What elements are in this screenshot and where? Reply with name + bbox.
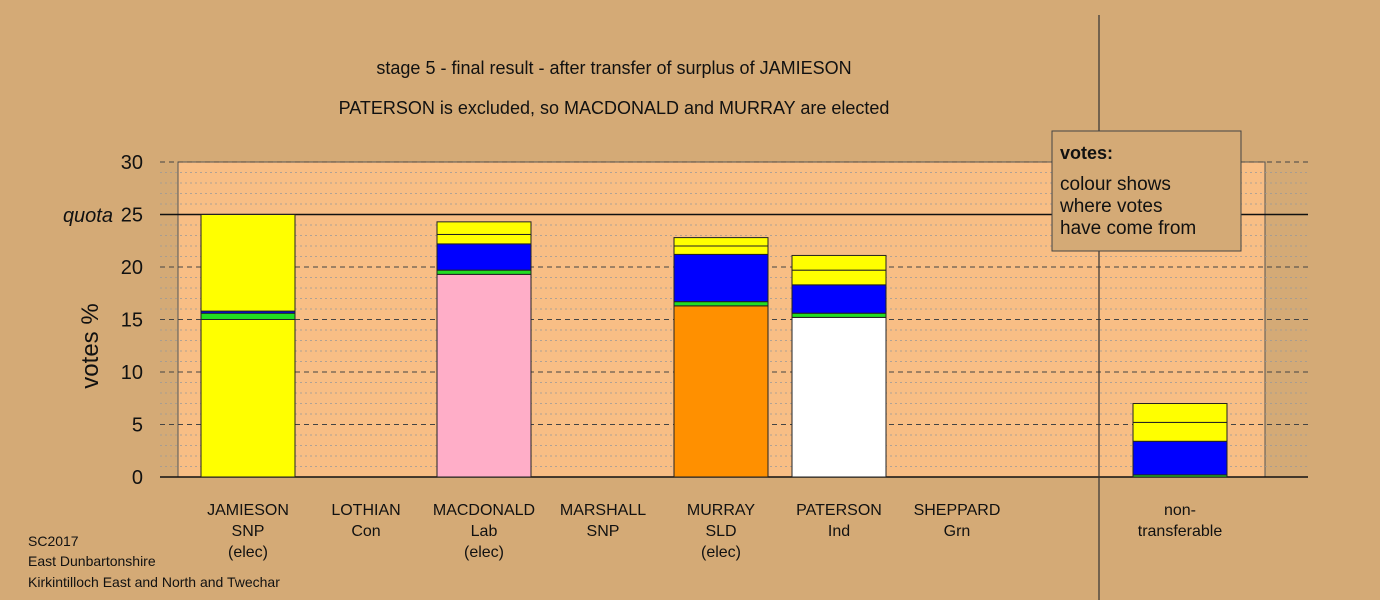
x-tick-label: SNP [232,523,265,540]
bar-macdonald [436,221,532,478]
chart-title: stage 5 - final result - after transfer … [376,58,851,78]
legend-box [1051,130,1242,252]
quota-label: quota [63,205,113,227]
x-tick-label: SHEPPARD [914,502,1001,519]
bars [200,214,1228,478]
bar-segment-snp [436,233,532,245]
bar-segment-ind [791,316,887,478]
bar-segment-sld [673,305,769,478]
y-tick-labels: 0 5 10 15 20 25 30 [121,152,143,489]
bar-non [1132,403,1228,478]
footer-line: SC2017 [28,533,79,549]
footer-line: East Dunbartonshire [28,553,156,569]
x-tick-label: MACDONALD [433,502,535,519]
bar-segment-snp [673,237,769,247]
x-tick-label: non- [1164,502,1196,519]
y-tick-label: 15 [121,310,143,332]
legend-line: where votes [1059,196,1162,217]
bar-murray [673,237,769,478]
bar-segment-grn [673,301,769,307]
x-tick-label: JAMIESON [207,502,289,519]
x-tick-labels: JAMIESON SNP (elec) LOTHIAN Con MACDONALD Lab (… [207,502,1222,561]
x-tick-label: SNP [587,523,620,540]
legend-title: votes: [1060,143,1113,163]
y-tick-label: 5 [132,415,143,437]
footer-line: Kirkintilloch East and North and Twechar [28,574,280,590]
legend-line: colour shows [1060,174,1171,195]
bar-segment-snp [436,221,532,235]
bar-jamieson [200,214,296,478]
bar-segment-con [1132,440,1228,476]
bar-segment-snp [791,254,887,271]
bar-segment-snp [1132,403,1228,423]
x-tick-label: PATERSON [796,502,882,519]
x-tick-label: (elec) [228,544,268,561]
y-tick-label: 10 [121,362,143,384]
x-tick-label: MARSHALL [560,502,646,519]
x-tick-label: Lab [471,523,498,540]
bar-segment-snp [673,245,769,255]
y-tick-label: 25 [121,205,143,227]
x-tick-label: (elec) [464,544,504,561]
bar-segment-snp [200,214,296,312]
x-tick-label: SLD [705,523,736,540]
y-tick-label: 0 [132,467,143,489]
bar-segment-grn [436,269,532,275]
y-tick-label: 30 [121,152,143,174]
footer: SC2017 East Dunbartonshire Kirkintilloch… [28,533,280,590]
bar-segment-lab [436,273,532,478]
bar-segment-con [673,253,769,303]
legend: votes: colour shows where votes have com… [1051,130,1242,252]
x-tick-label: MURRAY [687,502,755,519]
x-tick-label: Grn [944,523,971,540]
bar-segment-snp [1132,421,1228,442]
x-tick-label: Con [351,523,380,540]
x-tick-label: LOTHIAN [331,502,400,519]
x-tick-label: Ind [828,523,850,540]
bar-segment-con [791,284,887,314]
bar-segment-grn [791,312,887,318]
bar-segment-grn [200,312,296,321]
x-tick-label: (elec) [701,544,741,561]
chart-subtitle: PATERSON is excluded, so MACDONALD and M… [339,98,890,118]
bar-segment-snp [200,319,296,478]
y-axis-label: votes % [77,303,104,388]
bar-paterson [791,254,887,478]
bar-segment-snp [791,269,887,286]
x-tick-label: transferable [1138,523,1223,540]
bar-segment-con [436,243,532,271]
y-tick-label: 20 [121,257,143,279]
legend-line: have come from [1060,218,1196,239]
